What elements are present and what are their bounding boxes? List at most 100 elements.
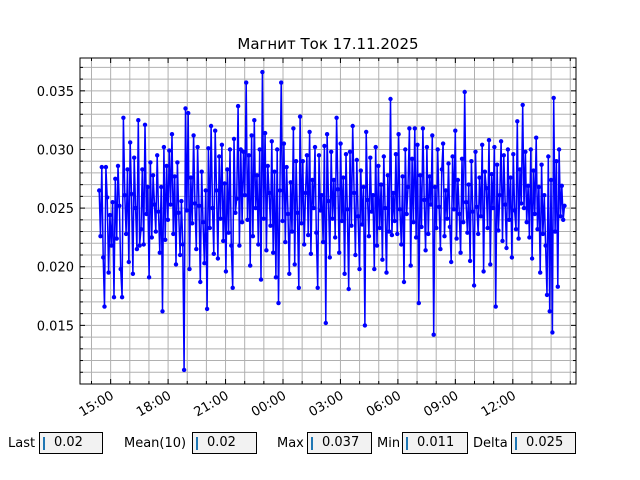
data-point <box>416 300 421 306</box>
data-point <box>163 237 168 242</box>
x-tick-label: 09:00 <box>421 388 461 420</box>
data-point <box>418 173 423 178</box>
data-point <box>430 133 435 138</box>
data-point <box>291 126 296 131</box>
data-point <box>449 259 454 265</box>
stat-last-label: Last <box>8 436 36 451</box>
data-point <box>223 269 229 274</box>
data-point <box>428 202 434 207</box>
data-point <box>257 147 262 152</box>
data-point <box>215 256 221 261</box>
stat-max-label: Max <box>277 436 304 451</box>
data-point <box>334 115 339 121</box>
data-point <box>188 175 194 180</box>
data-point <box>529 256 535 261</box>
data-point <box>538 270 543 275</box>
data-point <box>269 139 274 144</box>
series-points <box>97 69 567 373</box>
data-point <box>179 198 184 204</box>
x-tick-label: 00:00 <box>249 388 289 420</box>
data-point <box>164 163 169 169</box>
data-point <box>242 193 247 198</box>
data-point <box>484 186 489 191</box>
stat-mean-field[interactable]: 0.02 <box>192 432 257 454</box>
data-point <box>273 275 279 280</box>
data-point <box>481 269 486 274</box>
data-point <box>136 118 141 123</box>
data-point <box>173 262 179 267</box>
data-point <box>187 266 192 272</box>
data-point <box>271 250 276 255</box>
data-point <box>288 180 293 185</box>
data-point <box>330 216 335 221</box>
data-point <box>285 211 291 217</box>
data-point <box>308 251 314 256</box>
data-point <box>453 128 458 133</box>
data-point <box>511 152 516 157</box>
data-point <box>202 261 207 266</box>
data-point <box>420 126 426 131</box>
data-point <box>347 149 353 154</box>
data-point <box>373 144 378 150</box>
data-point <box>312 144 318 150</box>
data-point <box>199 169 204 174</box>
data-point <box>343 152 349 157</box>
data-point <box>391 190 396 196</box>
data-point <box>186 110 191 116</box>
data-point <box>355 214 361 219</box>
data-point <box>561 217 566 222</box>
data-point <box>397 207 403 212</box>
data-point <box>134 246 140 252</box>
text-cursor <box>406 437 408 450</box>
data-point <box>492 144 497 150</box>
data-point <box>167 148 172 153</box>
data-point <box>426 231 431 237</box>
stat-max-field[interactable]: 0.037 <box>307 432 372 454</box>
data-point <box>404 211 409 217</box>
data-point <box>241 149 246 154</box>
data-point <box>156 209 161 214</box>
data-point <box>447 224 453 230</box>
data-point <box>296 285 301 290</box>
stat-last-value: 0.02 <box>54 435 83 450</box>
data-point <box>318 208 323 213</box>
data-point <box>528 147 533 152</box>
data-point <box>354 157 359 163</box>
data-point <box>175 160 180 165</box>
data-point <box>411 220 416 225</box>
data-point <box>171 231 176 237</box>
data-point <box>234 196 239 201</box>
data-point <box>129 191 134 197</box>
data-point <box>150 173 156 178</box>
data-point <box>210 205 215 211</box>
text-cursor <box>43 437 45 450</box>
data-point <box>360 222 365 227</box>
data-point <box>376 163 381 169</box>
data-point <box>446 161 451 166</box>
data-point <box>235 103 241 109</box>
data-point <box>138 227 144 232</box>
data-point <box>551 95 556 101</box>
data-point <box>101 255 106 260</box>
data-point <box>513 227 519 232</box>
data-point <box>559 183 564 188</box>
data-point <box>327 255 332 260</box>
data-point <box>519 201 524 206</box>
stat-last-field[interactable]: 0.02 <box>39 432 103 454</box>
data-point <box>287 271 292 276</box>
data-point <box>339 218 345 224</box>
data-point <box>554 159 559 164</box>
data-point <box>463 200 469 205</box>
data-point <box>534 135 539 140</box>
data-point <box>381 154 386 159</box>
data-point <box>155 153 160 158</box>
data-point <box>149 235 154 240</box>
data-point <box>440 141 446 146</box>
stat-min-field[interactable]: 0.011 <box>402 432 468 454</box>
data-point <box>265 163 270 169</box>
data-point <box>221 238 226 244</box>
data-point <box>307 129 312 135</box>
data-point <box>424 144 430 150</box>
stat-delta-field[interactable]: 0.025 <box>511 432 576 454</box>
data-point <box>191 133 196 138</box>
